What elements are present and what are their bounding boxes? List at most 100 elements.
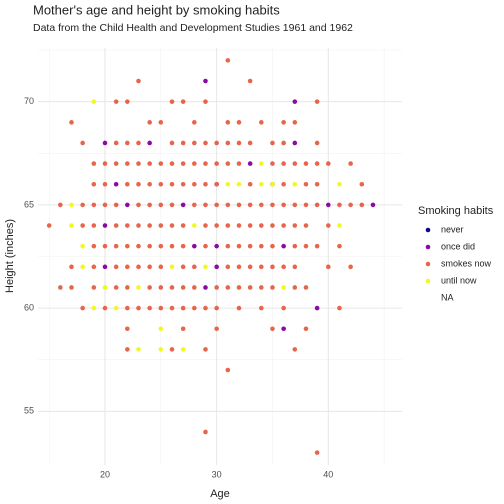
point [169,99,175,104]
point [180,223,186,228]
point [192,181,197,187]
y-axis-label: Height (inches) [4,219,16,293]
point [113,161,119,166]
point [180,264,186,270]
legend-label: until now [441,275,477,285]
point [125,223,130,228]
point [292,285,298,290]
point [281,120,286,125]
point [80,264,85,270]
point [113,202,119,208]
point [292,347,298,352]
point [169,223,175,228]
point [102,181,108,187]
point [136,347,141,352]
point [125,347,130,352]
point [91,161,97,166]
point [125,161,130,166]
legend-key [425,244,431,250]
point [225,181,231,187]
point [102,202,108,208]
point [102,140,108,146]
point [236,202,242,208]
point [169,243,175,249]
point [158,223,164,228]
point [113,305,119,311]
point [113,264,119,270]
legend-label: smokes now [441,258,492,268]
point [225,223,231,228]
point [236,140,242,146]
point [102,305,108,311]
point [292,181,298,187]
point [236,181,242,187]
point [303,202,309,208]
point [247,264,253,270]
point [192,202,197,208]
point [125,202,130,208]
y-tick-label: 65 [24,199,34,209]
point [259,161,264,166]
point [259,202,264,208]
point [303,243,309,249]
point [303,161,309,166]
point [102,285,108,290]
point [91,223,97,228]
point [203,243,208,249]
point [113,140,119,146]
point [203,161,208,166]
point [259,120,264,125]
point [169,347,175,352]
point [348,161,353,166]
point [259,285,264,290]
point [80,243,85,249]
point [169,140,175,146]
point [326,161,331,166]
point [292,264,298,270]
point [270,264,275,270]
point [214,243,219,249]
point [225,243,231,249]
point [225,285,231,290]
point [281,264,286,270]
point [281,326,286,332]
point [80,305,85,311]
point [136,223,141,228]
point [125,326,130,332]
point [125,99,130,104]
point [292,223,298,228]
point [247,285,253,290]
point [270,181,275,187]
point [136,305,141,311]
point [102,264,108,270]
legend-label: once did [441,241,475,251]
point [180,99,186,104]
x-tick-label: 40 [323,469,333,479]
x-axis-label: Age [210,488,230,500]
point [281,243,286,249]
point [147,223,152,228]
point [102,223,108,228]
point [203,140,208,146]
point [225,58,231,63]
point [314,243,320,249]
point [281,140,286,146]
point [214,181,219,187]
point [180,285,186,290]
point [102,243,108,249]
point [158,202,164,208]
point [69,264,74,270]
point [292,140,298,146]
point [270,285,275,290]
point [247,181,253,187]
point [113,181,119,187]
point [214,223,219,228]
point [236,223,242,228]
point [270,326,275,332]
legend-label: never [441,224,464,234]
point [337,181,342,187]
point [91,202,97,208]
point [259,181,264,187]
point [348,202,353,208]
point [236,120,242,125]
